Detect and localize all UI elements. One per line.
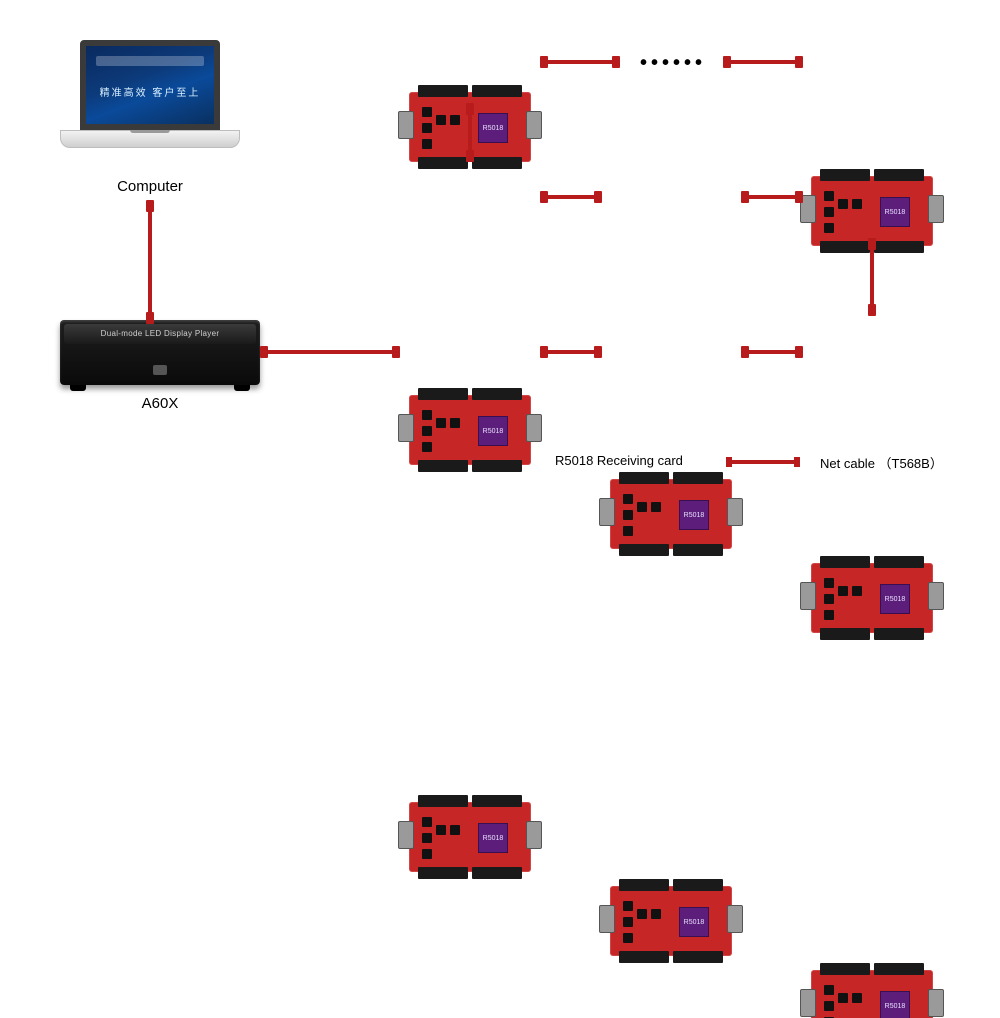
cable-segment bbox=[545, 195, 597, 199]
chip-label: R5018 bbox=[478, 113, 508, 143]
cable-cap bbox=[594, 346, 602, 358]
chip-label: R5018 bbox=[880, 197, 910, 227]
cable-cap bbox=[741, 346, 749, 358]
cable-segment bbox=[545, 350, 597, 354]
receiving-card: R5018 bbox=[601, 879, 741, 963]
cable-segment bbox=[870, 243, 874, 308]
cable-cap bbox=[594, 191, 602, 203]
cable-cap bbox=[540, 191, 548, 203]
controller-face-text: Dual-mode LED Display Player bbox=[60, 329, 260, 338]
cable-segment bbox=[746, 195, 798, 199]
cable-cap bbox=[795, 191, 803, 203]
legend-card-label: R5018 Receiving card bbox=[555, 453, 683, 468]
cable-cap bbox=[146, 312, 154, 324]
legend-cable-icon bbox=[728, 460, 798, 464]
chip-label: R5018 bbox=[478, 823, 508, 853]
cable-cap bbox=[868, 238, 876, 250]
cable-cap bbox=[741, 191, 749, 203]
cable-cap bbox=[540, 56, 548, 68]
receiving-card: R5018 bbox=[802, 963, 942, 1018]
cable-cap bbox=[392, 346, 400, 358]
cable-cap bbox=[795, 346, 803, 358]
cable-cap bbox=[723, 56, 731, 68]
cable-segment bbox=[728, 60, 798, 64]
chip-label: R5018 bbox=[679, 907, 709, 937]
chip-label: R5018 bbox=[679, 500, 709, 530]
receiving-card: R5018 bbox=[400, 795, 540, 879]
chip-label: R5018 bbox=[478, 416, 508, 446]
computer: 精准高效 客户至上 bbox=[60, 40, 240, 170]
receiving-card: R5018 bbox=[802, 556, 942, 640]
cable-cap bbox=[612, 56, 620, 68]
cable-cap bbox=[466, 150, 474, 162]
ellipsis-dots: •••••• bbox=[640, 52, 706, 75]
controller-label: A60X bbox=[60, 395, 260, 412]
cable-cap bbox=[466, 103, 474, 115]
legend-cable-label: Net cable （T568B） bbox=[820, 453, 943, 472]
cable-cap bbox=[868, 304, 876, 316]
cable-controller-grid bbox=[265, 350, 395, 354]
controller-box: Dual-mode LED Display Player bbox=[60, 320, 260, 385]
cable-computer-controller bbox=[148, 205, 152, 315]
laptop-base bbox=[60, 130, 240, 148]
cable-cap bbox=[540, 346, 548, 358]
computer-label: Computer bbox=[60, 178, 240, 195]
cable-cap bbox=[260, 346, 268, 358]
cable-segment bbox=[545, 60, 615, 64]
chip-label: R5018 bbox=[880, 991, 910, 1018]
laptop-screen: 精准高效 客户至上 bbox=[80, 40, 220, 130]
cable-cap bbox=[146, 200, 154, 212]
receiving-card: R5018 bbox=[400, 388, 540, 472]
receiving-card: R5018 bbox=[601, 472, 741, 556]
cable-segment bbox=[746, 350, 798, 354]
laptop-screen-text: 精准高效 客户至上 bbox=[86, 84, 214, 99]
chip-label: R5018 bbox=[880, 584, 910, 614]
cable-cap bbox=[795, 56, 803, 68]
